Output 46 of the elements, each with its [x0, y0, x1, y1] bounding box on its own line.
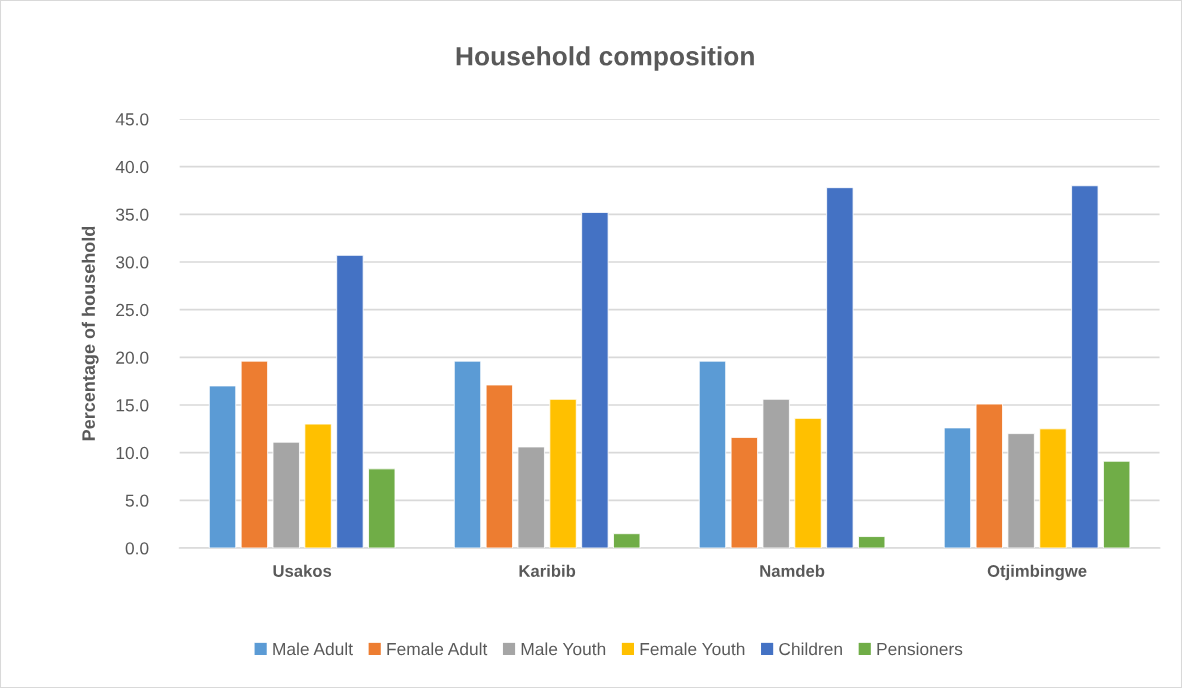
y-tick-label: 15.0 — [116, 399, 149, 412]
x-tick-label: Karibib — [519, 564, 576, 577]
y-tick-label: 30.0 — [115, 256, 149, 269]
y-axis-title: Percentage of household — [81, 226, 99, 441]
bar — [698, 360, 727, 548]
bar — [943, 427, 972, 548]
bar — [336, 254, 364, 548]
bar — [975, 403, 1003, 548]
legend-label: Male Youth — [521, 642, 606, 656]
legend-label: Children — [779, 642, 842, 656]
bar — [549, 398, 577, 548]
y-tick-label: 45.0 — [115, 113, 149, 126]
bar — [1103, 460, 1131, 548]
bar — [581, 212, 609, 548]
chart-title: Household composition — [456, 46, 754, 71]
y-tick-label: 35.0 — [115, 208, 149, 221]
bar — [794, 417, 822, 548]
x-tick-label: Otjimbingwe — [987, 564, 1087, 581]
bar — [730, 436, 758, 548]
legend-label: Male Adult — [273, 642, 353, 656]
bar — [1007, 433, 1035, 548]
y-tick-label: 0.0 — [125, 542, 149, 555]
bar — [517, 446, 545, 548]
bar — [613, 533, 641, 548]
bar — [240, 360, 269, 548]
legend-label: Female Adult — [387, 642, 488, 656]
y-tick-label: 5.0 — [125, 494, 149, 507]
bar — [762, 398, 790, 548]
bar — [1039, 428, 1067, 548]
y-tick-label: 40.0 — [115, 160, 149, 174]
legend-label: Pensioners — [877, 642, 963, 656]
legend-label: Female Youth — [640, 642, 745, 656]
y-tick-label: 25.0 — [116, 303, 149, 317]
x-tick-label: Usakos — [273, 564, 332, 577]
bar — [826, 187, 854, 548]
bar — [1071, 185, 1099, 548]
bar — [485, 384, 513, 548]
x-tick-label: Namdeb — [760, 564, 825, 577]
bar — [208, 385, 237, 548]
bar — [453, 360, 482, 548]
bar — [368, 468, 396, 548]
y-tick-label: 10.0 — [116, 446, 149, 460]
y-tick-label: 20.0 — [116, 351, 149, 364]
bar — [858, 536, 886, 548]
bar — [272, 441, 300, 548]
bar — [304, 423, 332, 548]
